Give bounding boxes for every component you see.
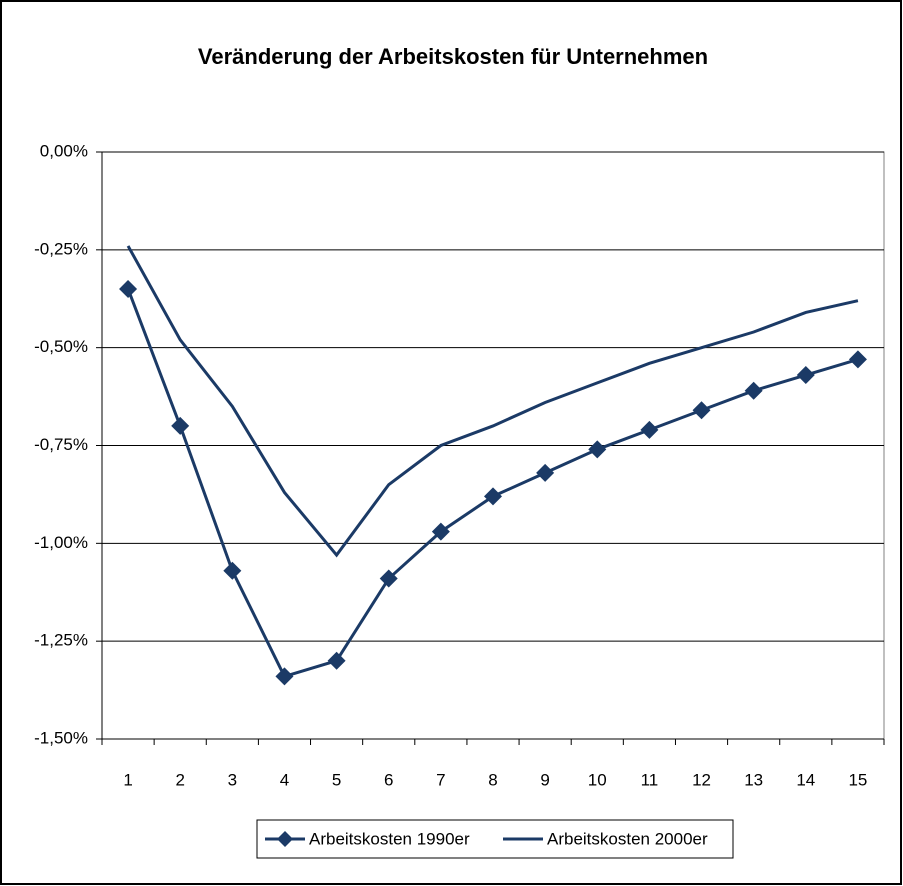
x-tick-label: 12: [692, 770, 711, 789]
y-tick-label: -1,25%: [34, 631, 88, 650]
x-tick-label: 10: [588, 770, 607, 789]
x-tick-label: 5: [332, 770, 341, 789]
point-marker: [536, 463, 555, 482]
point-marker: [275, 667, 294, 686]
point-marker: [588, 440, 607, 459]
point-marker: [119, 279, 138, 298]
x-tick-label: 7: [436, 770, 445, 789]
point-marker: [379, 569, 398, 588]
point-marker: [848, 350, 867, 369]
x-tick-label: 3: [228, 770, 237, 789]
y-tick-label: -0,75%: [34, 435, 88, 454]
point-marker: [692, 401, 711, 420]
chart-title: Veränderung der Arbeitskosten für Untern…: [198, 44, 708, 69]
x-tick-label: 2: [175, 770, 184, 789]
x-tick-label: 14: [796, 770, 815, 789]
legend-label: Arbeitskosten 1990er: [309, 829, 470, 848]
y-tick-label: 0,00%: [40, 141, 88, 160]
x-tick-label: 8: [488, 770, 497, 789]
x-tick-label: 4: [280, 770, 289, 789]
point-marker: [640, 420, 659, 439]
point-marker: [171, 416, 190, 435]
y-tick-label: -0,25%: [34, 239, 88, 258]
legend-label: Arbeitskosten 2000er: [547, 829, 708, 848]
point-marker: [796, 366, 815, 385]
x-tick-label: 13: [744, 770, 763, 789]
y-tick-label: -1,50%: [34, 728, 88, 747]
point-marker: [327, 651, 346, 670]
point-marker: [744, 381, 763, 400]
point-marker: [431, 522, 450, 541]
legend-box: [256, 819, 734, 859]
x-tick-label: 1: [123, 770, 132, 789]
y-tick-label: -0,50%: [34, 337, 88, 356]
point-marker: [484, 487, 502, 506]
x-tick-label: 6: [384, 770, 393, 789]
point-marker: [223, 561, 242, 580]
x-tick-label: 9: [540, 770, 549, 789]
y-tick-label: -1,00%: [34, 533, 88, 552]
series-line: [126, 245, 859, 558]
x-tick-label: 11: [641, 770, 659, 789]
legend-marker: [277, 831, 293, 847]
x-tick-label: 15: [848, 770, 867, 789]
